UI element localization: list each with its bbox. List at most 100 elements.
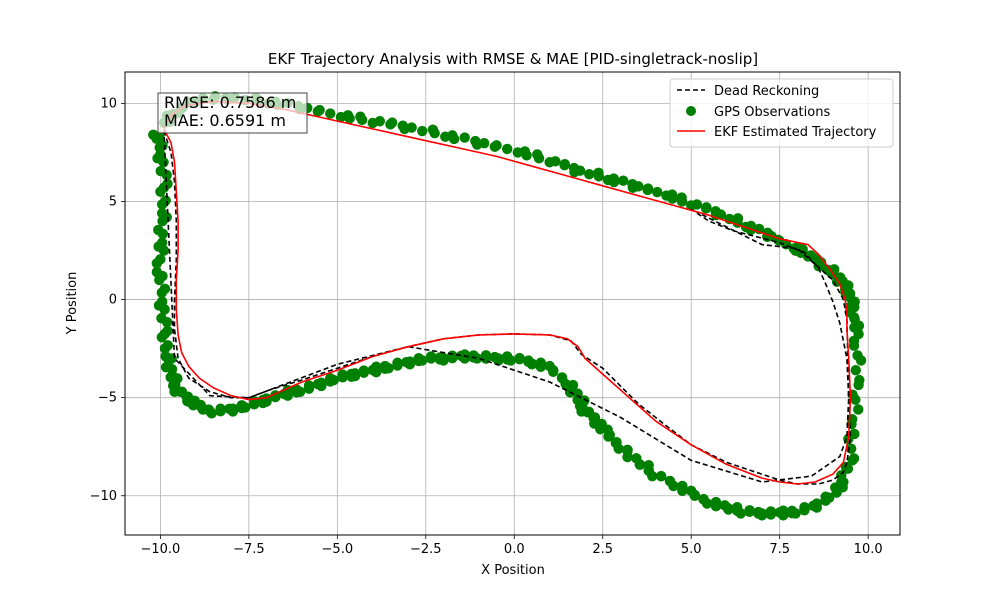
gps-point <box>652 186 663 198</box>
gps-point <box>155 186 166 197</box>
gps-point <box>157 228 169 240</box>
gps-point <box>532 149 543 160</box>
gps-point <box>622 451 633 463</box>
y-tick-label: −5 <box>98 391 117 406</box>
x-tick-label: −2.5 <box>410 542 442 557</box>
gps-point <box>215 406 226 417</box>
gps-point <box>700 203 712 214</box>
gps-point <box>440 131 451 142</box>
gps-point <box>240 402 251 413</box>
gps-point <box>337 369 348 380</box>
gps-point <box>618 175 629 186</box>
gps-point <box>156 332 168 343</box>
gps-point <box>848 453 860 464</box>
gps-point <box>559 159 570 171</box>
gps-point <box>732 213 744 224</box>
gps-point <box>850 365 861 376</box>
dead-reckoning-line <box>163 130 852 485</box>
gps-point <box>642 184 653 196</box>
x-tick-label: 2.5 <box>592 542 613 557</box>
y-tick-label: 5 <box>109 194 117 209</box>
y-axis-label: Y Position <box>65 272 80 336</box>
gps-point <box>634 459 646 470</box>
gps-point <box>505 355 516 366</box>
gps-point <box>854 374 865 386</box>
gps-point <box>735 508 746 519</box>
gps-point <box>514 352 525 364</box>
gps-point <box>811 498 823 509</box>
gps-point <box>723 503 734 514</box>
gps-point <box>853 404 864 415</box>
gps-point <box>627 179 638 190</box>
gps-point <box>349 368 361 379</box>
gps-point <box>159 343 171 354</box>
x-tick-label: 0.0 <box>504 542 525 557</box>
chart-title: EKF Trajectory Analysis with RMSE & MAE … <box>268 50 758 68</box>
gps-point <box>701 498 713 509</box>
gps-point <box>778 505 789 516</box>
gps-point <box>544 157 555 168</box>
gps-point <box>765 509 777 520</box>
gps-point <box>427 124 439 135</box>
gps-point <box>686 200 697 211</box>
gps-point <box>417 125 428 137</box>
gps-point <box>501 143 513 155</box>
gps-point <box>535 361 547 373</box>
gps-point <box>227 403 239 414</box>
gps-point <box>371 361 382 372</box>
gps-point <box>397 120 408 131</box>
gps-point <box>849 428 860 440</box>
gps-point <box>677 485 688 497</box>
gps-point <box>661 190 672 201</box>
metrics-box: RMSE: 0.7586 m MAE: 0.6591 m <box>157 92 308 134</box>
gps-point <box>159 304 170 315</box>
gps-point <box>459 349 470 360</box>
gps-point <box>367 117 378 129</box>
gps-point <box>447 353 458 364</box>
gps-point <box>303 382 315 393</box>
gps-point <box>158 245 170 256</box>
gps-point <box>526 358 538 369</box>
gps-point <box>756 508 768 519</box>
legend-dead-reckoning-label: Dead Reckoning <box>714 84 819 99</box>
gps-point <box>710 206 721 217</box>
gps-point <box>161 316 173 328</box>
x-tick-label: 5.0 <box>681 542 702 557</box>
x-axis-label: X Position <box>481 563 545 578</box>
gps-point <box>151 258 163 269</box>
gps-point <box>312 106 324 117</box>
gps-point <box>493 353 504 364</box>
x-tick-label: 10.0 <box>854 542 883 557</box>
y-tick-label: −10 <box>90 489 117 504</box>
gps-point <box>438 352 449 364</box>
gps-point <box>602 174 614 186</box>
gps-point <box>392 359 403 371</box>
gps-point <box>188 400 199 411</box>
gps-point <box>151 133 162 144</box>
gps-point <box>689 489 700 501</box>
gps-point <box>676 192 687 203</box>
gps-point <box>547 366 559 377</box>
x-tick-label: −5.0 <box>322 542 354 557</box>
gps-point <box>824 492 835 503</box>
gps-point <box>799 503 810 515</box>
gps-point <box>383 363 394 374</box>
gps-point <box>655 470 667 482</box>
legend: Dead Reckoning GPS Observations EKF Esti… <box>669 78 894 148</box>
gps-point <box>647 470 658 482</box>
gps-point <box>744 505 755 516</box>
gps-point <box>568 162 580 174</box>
gps-point <box>470 135 481 147</box>
legend-frame <box>669 78 894 148</box>
gps-point <box>471 353 483 364</box>
gps-point <box>156 287 168 298</box>
gps-point <box>459 132 470 143</box>
x-tick-label: 7.5 <box>769 542 790 557</box>
gps-point <box>316 377 327 388</box>
x-tick-label: −7.5 <box>233 542 265 557</box>
gps-point <box>593 167 604 179</box>
gps-point <box>355 111 366 122</box>
plot-frame <box>124 71 901 536</box>
y-tick-label: 10 <box>100 96 117 111</box>
legend-gps-swatch <box>686 106 696 116</box>
